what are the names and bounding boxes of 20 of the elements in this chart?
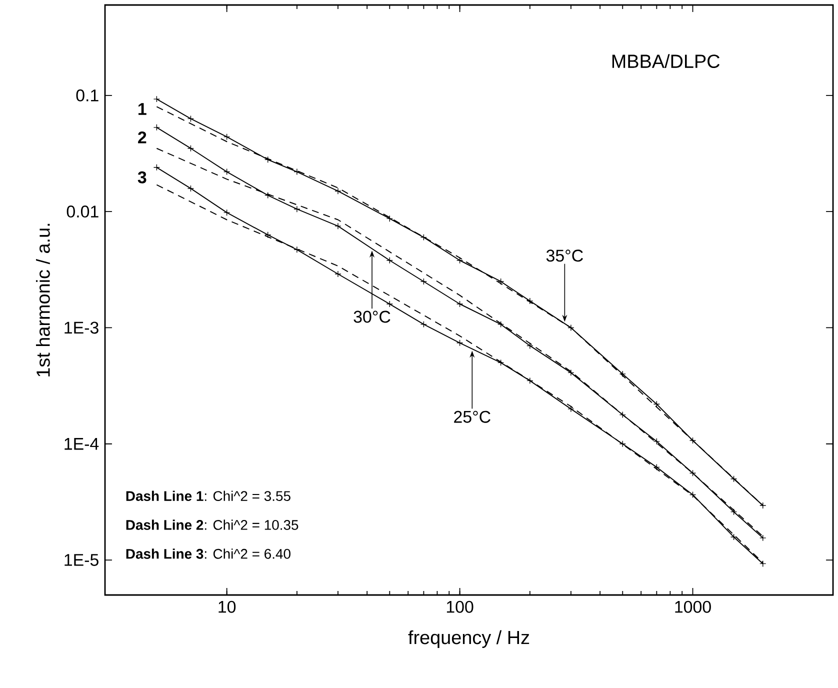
y-tick-label: 1E-4 <box>64 438 99 450</box>
y-tick-label: 1E-3 <box>64 322 98 334</box>
annotation: 25°C <box>454 410 490 423</box>
x-tick-label: 100 <box>446 600 474 613</box>
annotation: Dash Line 2: Chi^2 = 10.35 <box>126 520 298 530</box>
annotation: 30°C <box>354 310 390 323</box>
x-tick-label: 1000 <box>675 600 711 613</box>
annotation: Dash Line 3: Chi^2 = 6.40 <box>126 548 290 559</box>
series-label: 1 <box>138 103 146 115</box>
x-axis-title: frequency / Hz <box>408 630 530 648</box>
y-tick-label: 0.1 <box>76 89 98 102</box>
y-tick-label: 0.01 <box>66 206 98 218</box>
series-label: 2 <box>138 131 146 144</box>
annotation: 35°C <box>546 250 583 262</box>
y-tick-label: 1E-5 <box>64 554 98 566</box>
series-label: 3 <box>138 171 146 184</box>
y-axis-title: 1st harmonic / a.u. <box>36 224 50 376</box>
annotation: Dash Line 1: Chi^2 = 3.55 <box>126 490 290 502</box>
x-tick-label: 10 <box>218 600 236 613</box>
annotation: MBBA/DLPC <box>612 54 720 68</box>
